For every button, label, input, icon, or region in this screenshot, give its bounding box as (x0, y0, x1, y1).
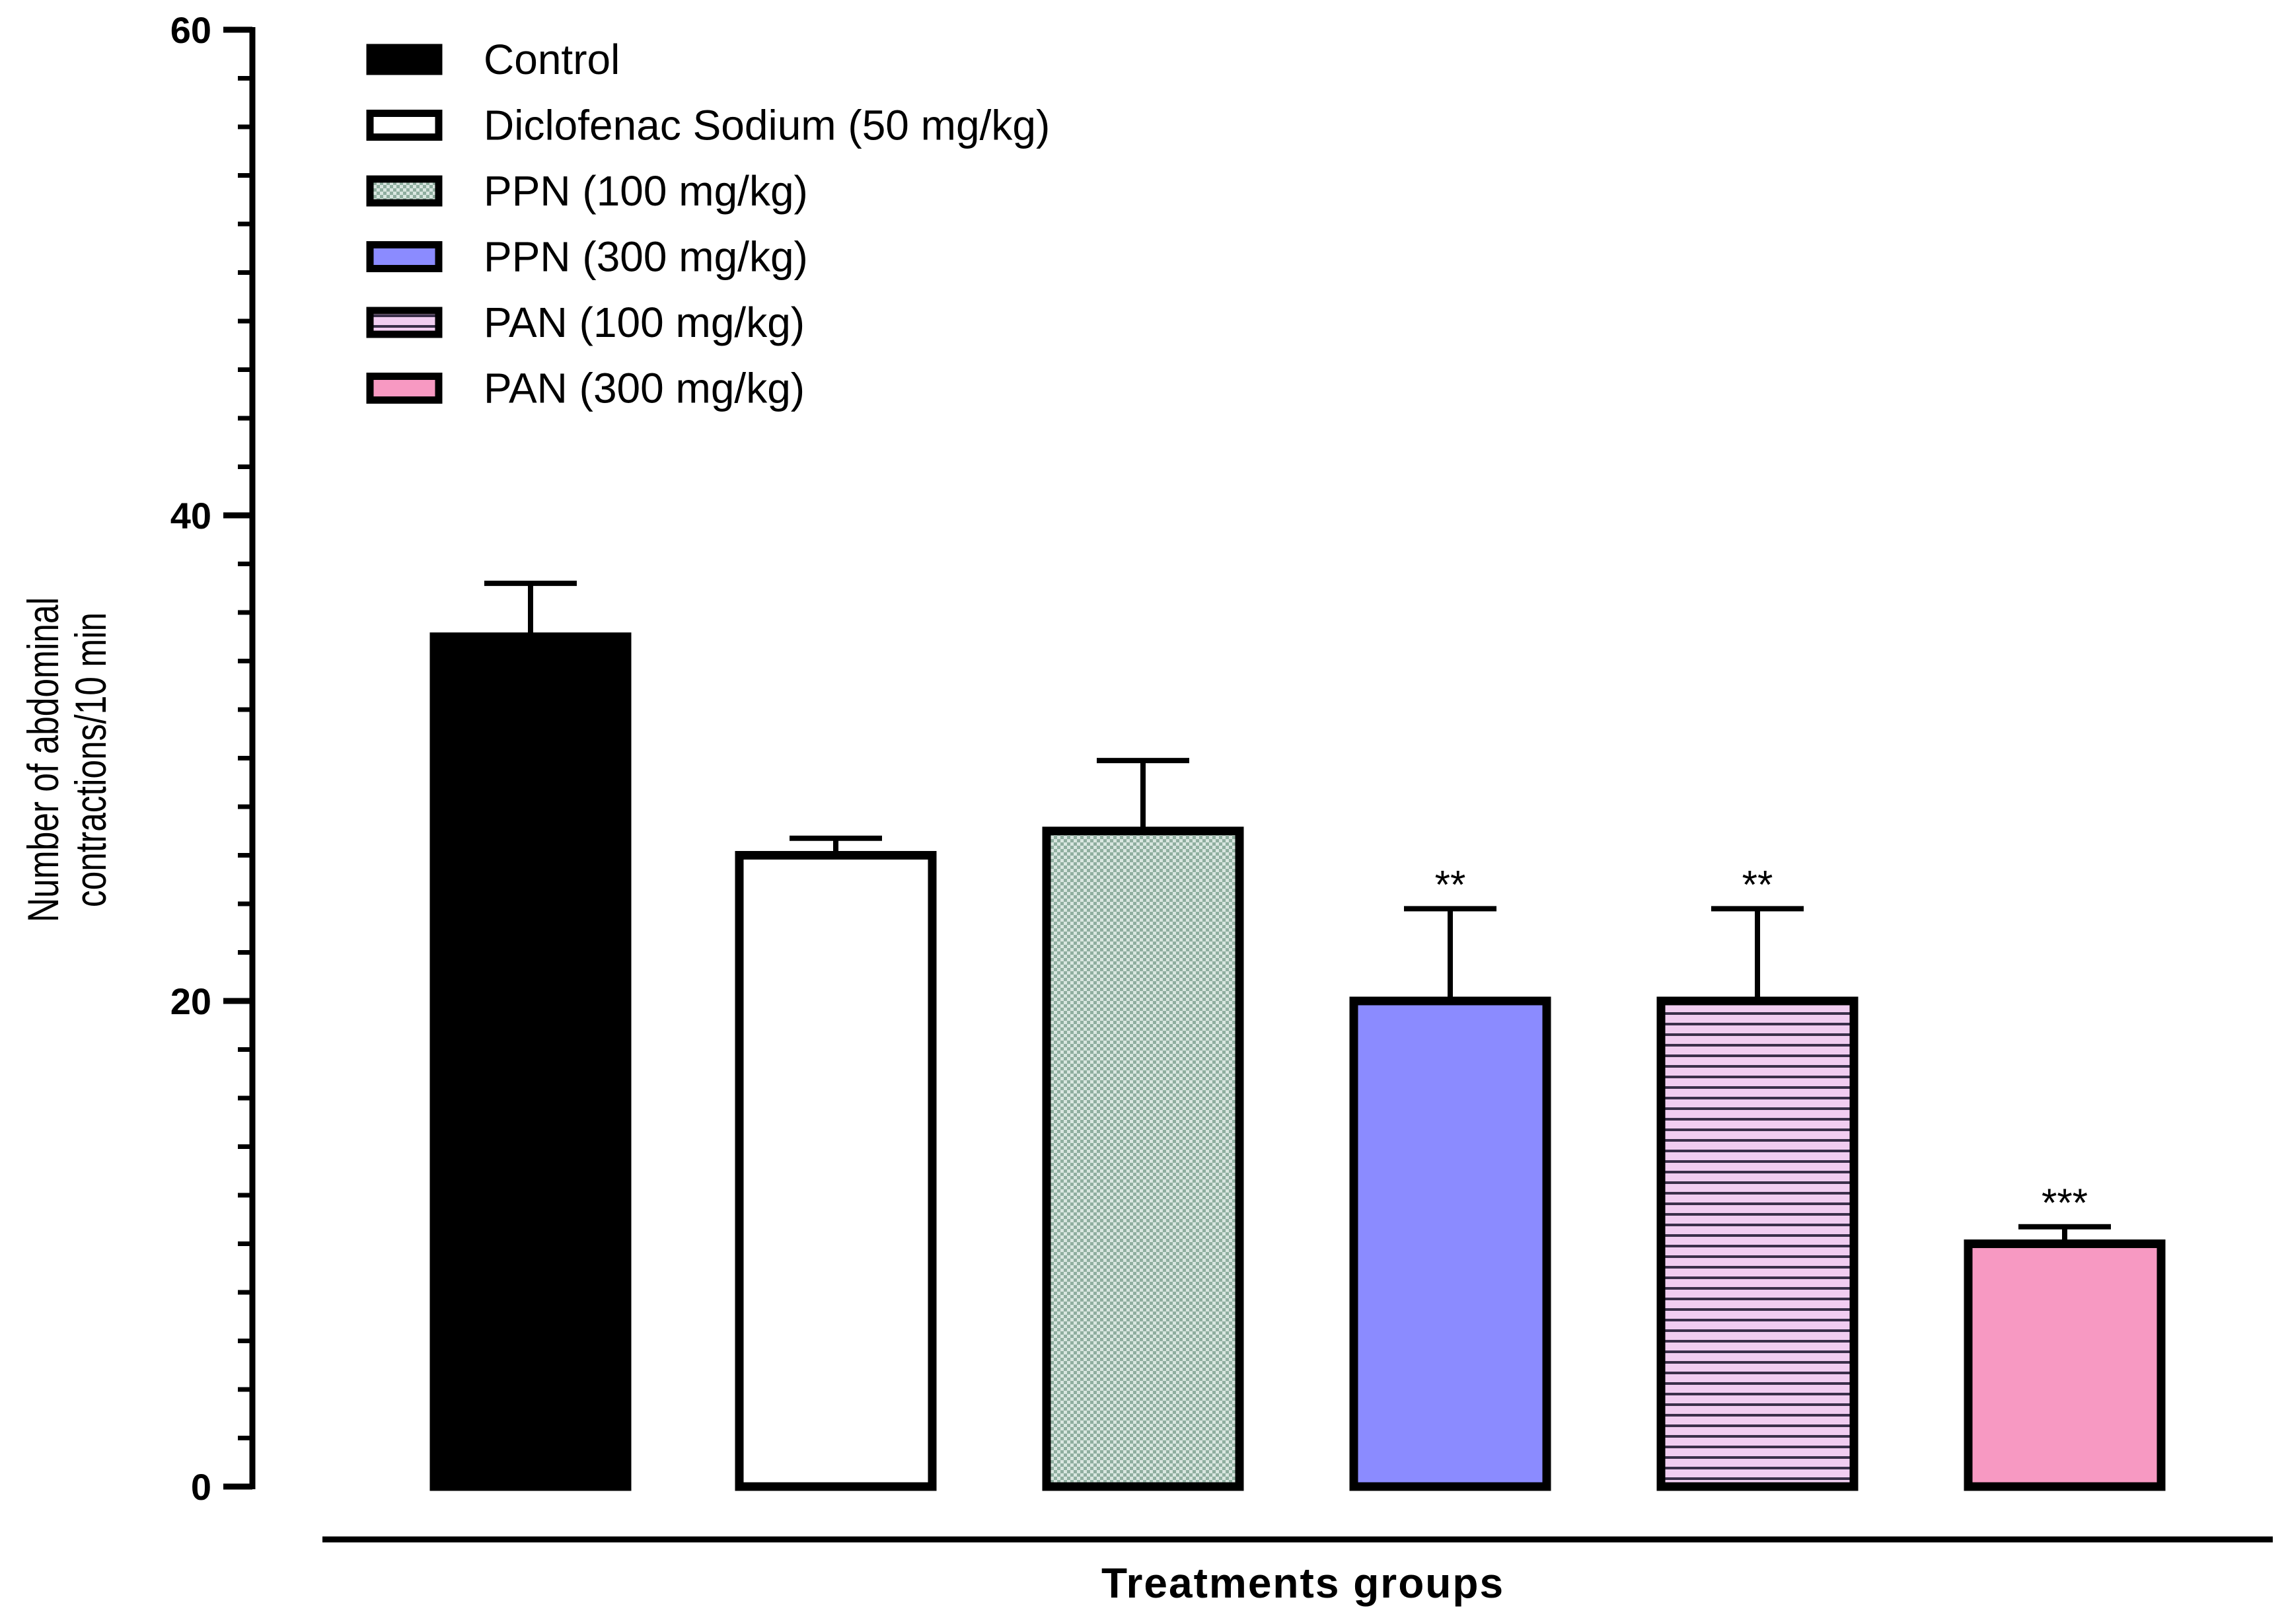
legend-item: Diclofenac Sodium (50 mg/kg) (366, 102, 1050, 149)
y-axis-label: Number of abdominal contractions/10 min (18, 597, 116, 922)
significance-label: ** (1435, 862, 1466, 906)
y-tick-label: 60 (170, 9, 211, 51)
y-axis-label-line-2: contractions/10 min (66, 612, 116, 907)
legend-label: PPN (100 mg/kg) (484, 167, 808, 215)
y-axis-label-line-1: Number of abdominal (18, 597, 68, 922)
x-axis-label: Treatments groups (1101, 1559, 1504, 1607)
bar (1964, 1239, 2166, 1491)
significance-label: ** (1742, 862, 1773, 906)
bar (1656, 996, 1859, 1491)
legend-label: Control (484, 36, 620, 83)
bar-group (429, 580, 632, 1491)
legend-swatch (366, 241, 443, 272)
bars-group: ** ***** (429, 580, 2166, 1491)
legend-label: Diclofenac Sodium (50 mg/kg) (484, 102, 1050, 149)
bar-group: ** (1656, 862, 1859, 1491)
legend-item: PPN (300 mg/kg) (366, 233, 808, 281)
bar (1349, 996, 1551, 1491)
y-axis: 0 20 40 60 (170, 9, 256, 1508)
legend-label: PPN (300 mg/kg) (484, 233, 808, 281)
bar (735, 851, 937, 1491)
legend-swatch (366, 307, 443, 338)
legend-swatch (366, 373, 443, 404)
legend-item: PPN (100 mg/kg) (366, 167, 808, 215)
y-tick-label: 0 (191, 1466, 211, 1508)
bar-group: *** (1964, 1181, 2166, 1491)
bar-group (735, 835, 937, 1491)
significance-label: *** (2042, 1181, 2088, 1225)
legend-swatch (366, 175, 443, 207)
legend-item: PAN (300 mg/kg) (366, 365, 805, 412)
bar (429, 632, 632, 1491)
y-tick-label: 20 (170, 980, 211, 1022)
bar-group (1042, 758, 1244, 1491)
y-tick-label: 40 (170, 495, 211, 536)
legend-item: Control (366, 36, 620, 83)
legend-item: PAN (100 mg/kg) (366, 299, 805, 346)
bar (1042, 827, 1244, 1491)
legend-label: PAN (300 mg/kg) (484, 365, 805, 412)
legend: Control Diclofenac Sodium (50 mg/kg) PPN (… (366, 36, 1050, 412)
legend-swatch (366, 110, 443, 141)
bar-group: ** (1349, 862, 1551, 1491)
legend-swatch (366, 44, 443, 75)
legend-label: PAN (100 mg/kg) (484, 299, 805, 346)
